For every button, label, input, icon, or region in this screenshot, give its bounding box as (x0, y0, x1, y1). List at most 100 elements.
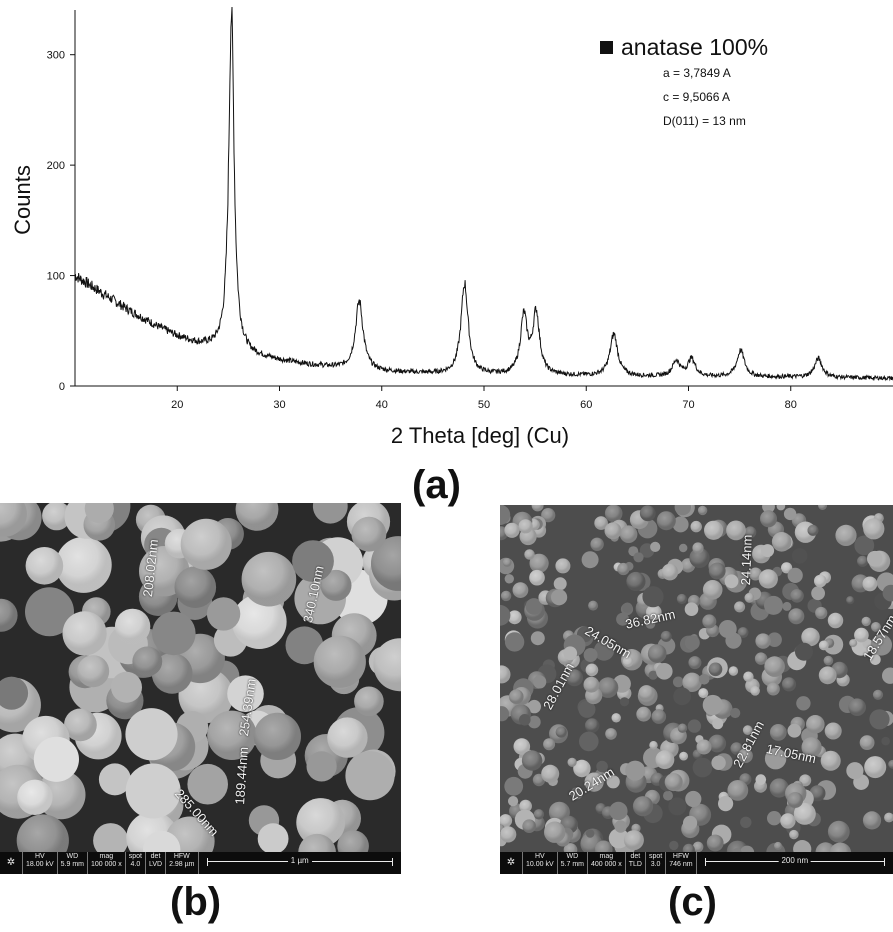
y-tick-label: 200 (47, 160, 65, 172)
particle (504, 632, 525, 652)
particle-highlight (727, 780, 749, 801)
particle-highlight (766, 682, 780, 696)
particle (854, 535, 875, 556)
particle (761, 544, 775, 558)
particle-highlight (835, 524, 857, 546)
particle-highlight (857, 555, 869, 567)
particle (869, 709, 890, 730)
particle (687, 719, 702, 733)
particle-highlight (651, 709, 667, 724)
particle (672, 516, 689, 533)
sem-b-info-bar: ✲ HV 18.00 kV WD 5.9 mm mag 100 000 x spot 4… (0, 852, 401, 874)
particle (500, 706, 510, 722)
particle-highlight (42, 503, 72, 531)
x-tick-label: 60 (580, 399, 592, 411)
particle-highlight (818, 505, 827, 510)
particle (867, 550, 883, 567)
y-tick-label: 0 (59, 381, 65, 393)
instrument-logo-icon: ✲ (500, 852, 523, 874)
particle-highlight (178, 668, 234, 724)
particle (711, 755, 726, 770)
particle-highlight (504, 522, 520, 538)
particle-highlight (888, 759, 893, 769)
particle-highlight (692, 841, 704, 853)
particle-highlight (790, 589, 804, 603)
particle (702, 694, 723, 716)
particle (656, 663, 673, 680)
sem-image-c: 24.14nm 36.82nm 24.05nm 18.57nm 28.01nm … (500, 505, 893, 874)
particle (811, 586, 825, 601)
particle-highlight (0, 598, 18, 632)
particle-highlight (744, 592, 755, 603)
particle-highlight (820, 750, 841, 771)
particle (679, 543, 688, 553)
particle-highlight (706, 834, 724, 852)
particle-highlight (824, 722, 842, 740)
particle (593, 640, 615, 661)
particle-highlight (373, 638, 401, 692)
particle (606, 775, 620, 789)
particle (609, 801, 628, 821)
particle-highlight (231, 594, 287, 649)
particle-highlight (737, 627, 749, 638)
particle (783, 507, 797, 521)
particle (796, 696, 811, 711)
particle-highlight (0, 503, 27, 537)
particle (674, 505, 691, 516)
particle (125, 708, 178, 761)
particle-highlight (849, 639, 858, 648)
legend-line-c: c = 9,5066 A (663, 90, 730, 104)
particle-highlight (132, 646, 163, 677)
particle-highlight (655, 750, 675, 770)
particle (616, 612, 630, 626)
particle-highlight (617, 562, 630, 576)
particle-highlight (769, 724, 787, 741)
particle (312, 503, 348, 524)
particle-highlight (862, 811, 882, 830)
particle-highlight (371, 536, 401, 591)
particle-highlight (584, 772, 604, 792)
particle (583, 648, 598, 662)
particle-highlight (787, 792, 804, 808)
particle-highlight (632, 796, 654, 817)
particle (519, 714, 531, 726)
particle-highlight (664, 773, 683, 792)
particle (93, 823, 129, 859)
particle-highlight (597, 677, 619, 698)
particle (698, 674, 710, 685)
particle-highlight (679, 751, 688, 761)
particle-highlight (55, 536, 112, 593)
particle-highlight (884, 812, 893, 823)
particle-highlight (519, 799, 532, 813)
particle-highlight (788, 608, 805, 625)
particle-highlight (764, 656, 785, 677)
particle-highlight (541, 508, 556, 523)
particle (648, 670, 658, 680)
particle-highlight (524, 549, 535, 560)
particle-highlight (626, 571, 646, 592)
particle (227, 675, 264, 712)
xrd-chart: 20 30 40 50 60 70 80 0 100 200 300 Counts 2 Theta … (10, 6, 893, 448)
particle-highlight (555, 558, 571, 574)
y-axis-label: Counts (10, 165, 35, 235)
particle-highlight (174, 566, 217, 608)
particle-highlight (567, 757, 577, 767)
particle-highlight (594, 516, 608, 530)
particle-highlight (661, 563, 679, 581)
particle-highlight (818, 640, 829, 651)
x-axis-label: 2 Theta [deg] (Cu) (391, 423, 569, 448)
particle-highlight (846, 596, 855, 605)
particle-highlight (500, 590, 512, 602)
particle-highlight (114, 608, 151, 645)
particle (625, 760, 646, 781)
particle (551, 589, 568, 606)
particle-highlight (583, 676, 600, 693)
particle (663, 790, 673, 801)
particle (767, 811, 782, 826)
particle-highlight (584, 718, 600, 733)
particle-highlight (604, 522, 622, 540)
particle-highlight (704, 520, 724, 540)
particle (645, 618, 656, 629)
particle (633, 552, 644, 563)
particle-highlight (77, 655, 110, 688)
